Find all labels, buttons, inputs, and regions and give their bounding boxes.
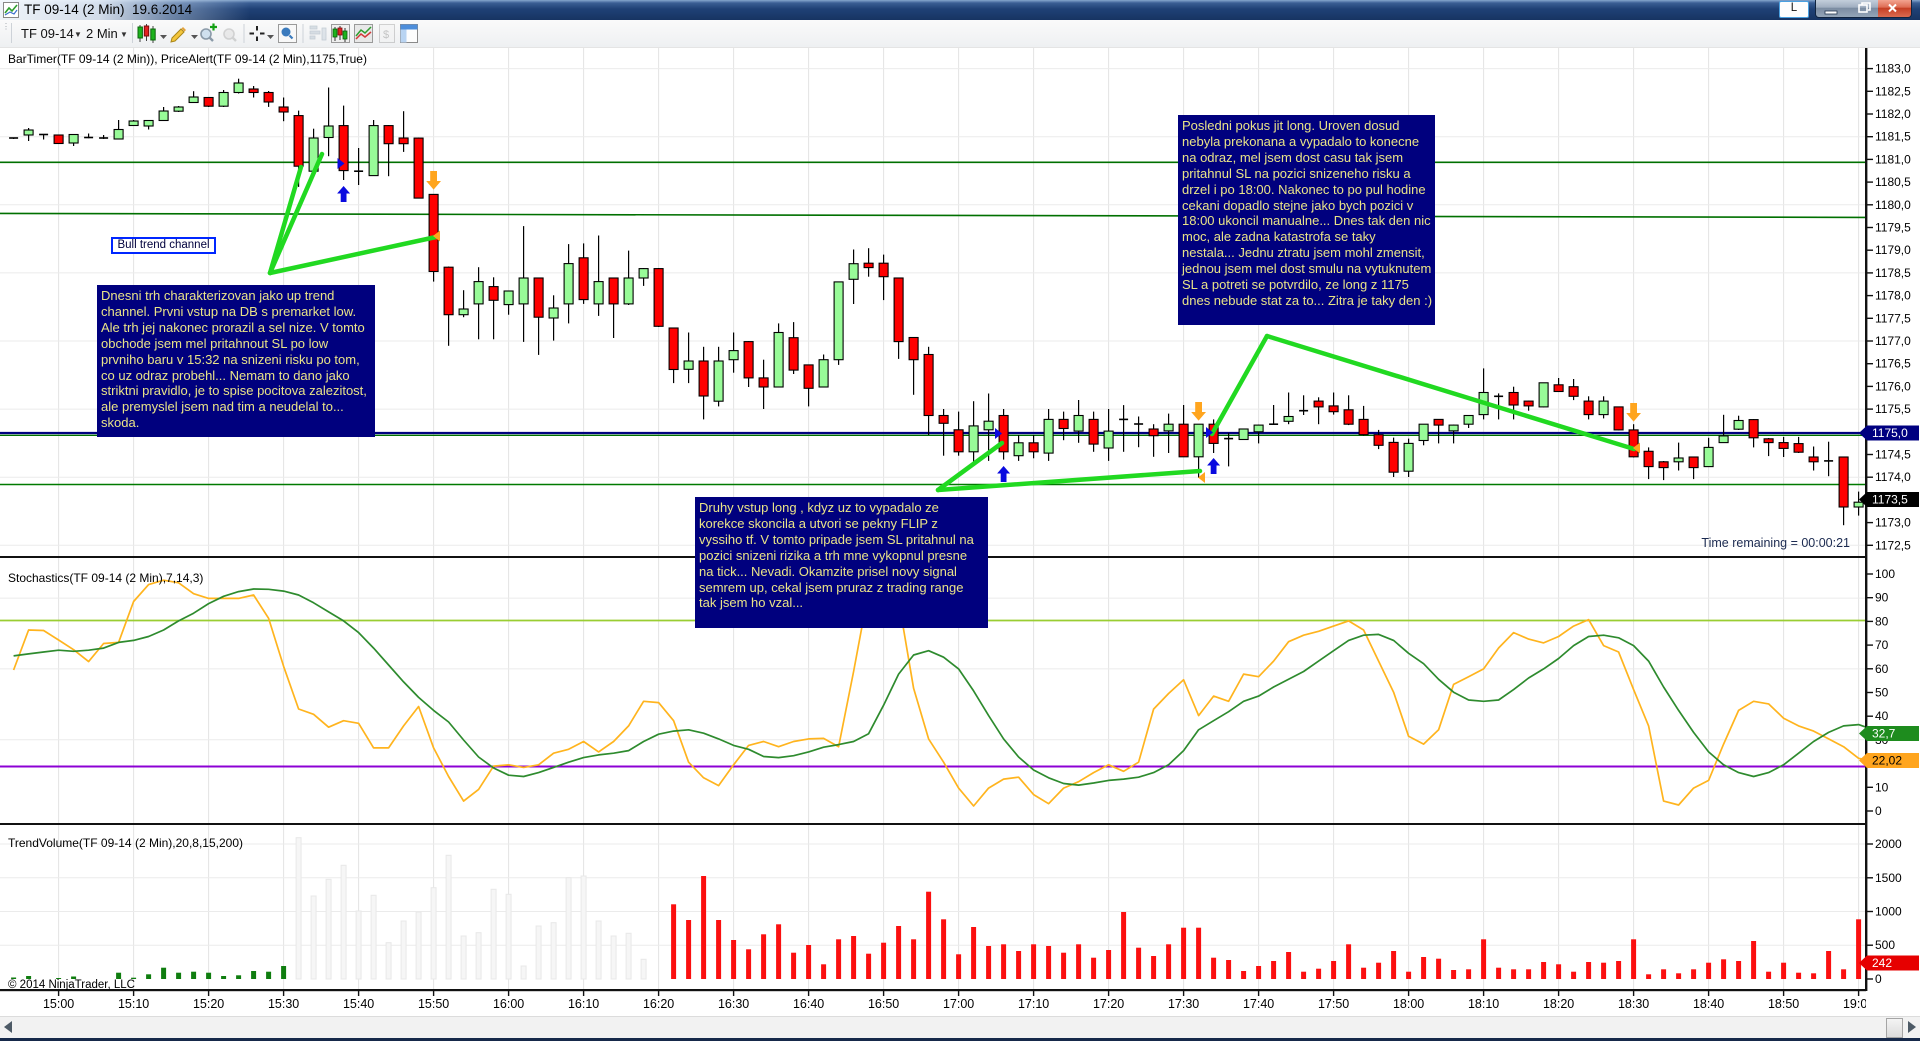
svg-text:BarTimer(TF 09-14 (2 Min)), Pr: BarTimer(TF 09-14 (2 Min)), PriceAlert(T… (8, 52, 367, 66)
svg-text:1176,0: 1176,0 (1875, 379, 1911, 393)
svg-text:90: 90 (1875, 591, 1889, 605)
svg-text:1500: 1500 (1875, 871, 1902, 885)
svg-text:0: 0 (1875, 972, 1882, 986)
svg-text:18:00: 18:00 (1393, 997, 1424, 1011)
svg-text:17:00: 17:00 (943, 997, 974, 1011)
svg-text:17:40: 17:40 (1243, 997, 1274, 1011)
svg-text:1179,5: 1179,5 (1875, 221, 1911, 235)
svg-text:70: 70 (1875, 638, 1889, 652)
svg-text:1173,0: 1173,0 (1875, 516, 1911, 530)
svg-text:40: 40 (1875, 709, 1889, 723)
svg-text:1177,5: 1177,5 (1875, 311, 1911, 325)
svg-text:Stochastics(TF 09-14 (2 Min),7: Stochastics(TF 09-14 (2 Min),7,14,3) (8, 571, 203, 585)
svg-text:18:20: 18:20 (1543, 997, 1574, 1011)
svg-text:17:30: 17:30 (1168, 997, 1199, 1011)
svg-text:1175,5: 1175,5 (1875, 402, 1911, 416)
svg-text:60: 60 (1875, 662, 1889, 676)
svg-text:1000: 1000 (1875, 905, 1902, 919)
svg-text:17:50: 17:50 (1318, 997, 1349, 1011)
svg-text:22,02: 22,02 (1872, 754, 1902, 768)
svg-text:2000: 2000 (1875, 837, 1902, 851)
svg-text:1176,5: 1176,5 (1875, 357, 1911, 371)
svg-text:TrendVolume(TF 09-14 (2 Min),2: TrendVolume(TF 09-14 (2 Min),20,8,15,200… (8, 836, 243, 850)
svg-text:15:00: 15:00 (43, 997, 74, 1011)
svg-text:1181,5: 1181,5 (1875, 130, 1911, 144)
svg-text:1182,5: 1182,5 (1875, 84, 1911, 98)
svg-text:1174,0: 1174,0 (1875, 470, 1911, 484)
svg-text:1180,0: 1180,0 (1875, 198, 1911, 212)
svg-text:1174,5: 1174,5 (1875, 448, 1911, 462)
svg-text:32,7: 32,7 (1872, 727, 1896, 741)
svg-text:15:40: 15:40 (343, 997, 374, 1011)
svg-text:16:00: 16:00 (493, 997, 524, 1011)
svg-text:16:30: 16:30 (718, 997, 749, 1011)
svg-text:1178,5: 1178,5 (1875, 266, 1911, 280)
svg-text:1172,5: 1172,5 (1875, 538, 1911, 552)
svg-text:15:50: 15:50 (418, 997, 449, 1011)
svg-text:17:20: 17:20 (1093, 997, 1124, 1011)
svg-text:50: 50 (1875, 686, 1889, 700)
svg-text:16:10: 16:10 (568, 997, 599, 1011)
svg-text:100: 100 (1875, 567, 1895, 581)
svg-text:18:50: 18:50 (1768, 997, 1799, 1011)
svg-text:1182,0: 1182,0 (1875, 107, 1911, 121)
svg-text:0: 0 (1875, 804, 1882, 818)
svg-text:© 2014 NinjaTrader, LLC: © 2014 NinjaTrader, LLC (8, 979, 135, 991)
svg-text:1173,5: 1173,5 (1872, 493, 1908, 507)
svg-text:1183,0: 1183,0 (1875, 62, 1911, 76)
svg-text:18:10: 18:10 (1468, 997, 1499, 1011)
svg-text:16:40: 16:40 (793, 997, 824, 1011)
svg-text:1178,0: 1178,0 (1875, 289, 1911, 303)
svg-text:$: $ (383, 29, 389, 41)
svg-text:10: 10 (1875, 780, 1889, 794)
svg-text:18:40: 18:40 (1693, 997, 1724, 1011)
svg-text:1179,0: 1179,0 (1875, 243, 1911, 257)
svg-text:17:10: 17:10 (1018, 997, 1049, 1011)
svg-text:1177,0: 1177,0 (1875, 334, 1911, 348)
svg-text:80: 80 (1875, 614, 1889, 628)
svg-text:15:10: 15:10 (118, 997, 149, 1011)
svg-text:16:20: 16:20 (643, 997, 674, 1011)
svg-text:1180,5: 1180,5 (1875, 175, 1911, 189)
svg-text:15:20: 15:20 (193, 997, 224, 1011)
svg-text:Time remaining = 00:00:21: Time remaining = 00:00:21 (1701, 536, 1850, 550)
svg-text:15:30: 15:30 (268, 997, 299, 1011)
svg-text:1175,0: 1175,0 (1872, 426, 1908, 440)
svg-text:242: 242 (1872, 956, 1892, 970)
svg-text:500: 500 (1875, 938, 1895, 952)
svg-text:1181,0: 1181,0 (1875, 152, 1911, 166)
svg-text:18:30: 18:30 (1618, 997, 1649, 1011)
svg-text:16:50: 16:50 (868, 997, 899, 1011)
